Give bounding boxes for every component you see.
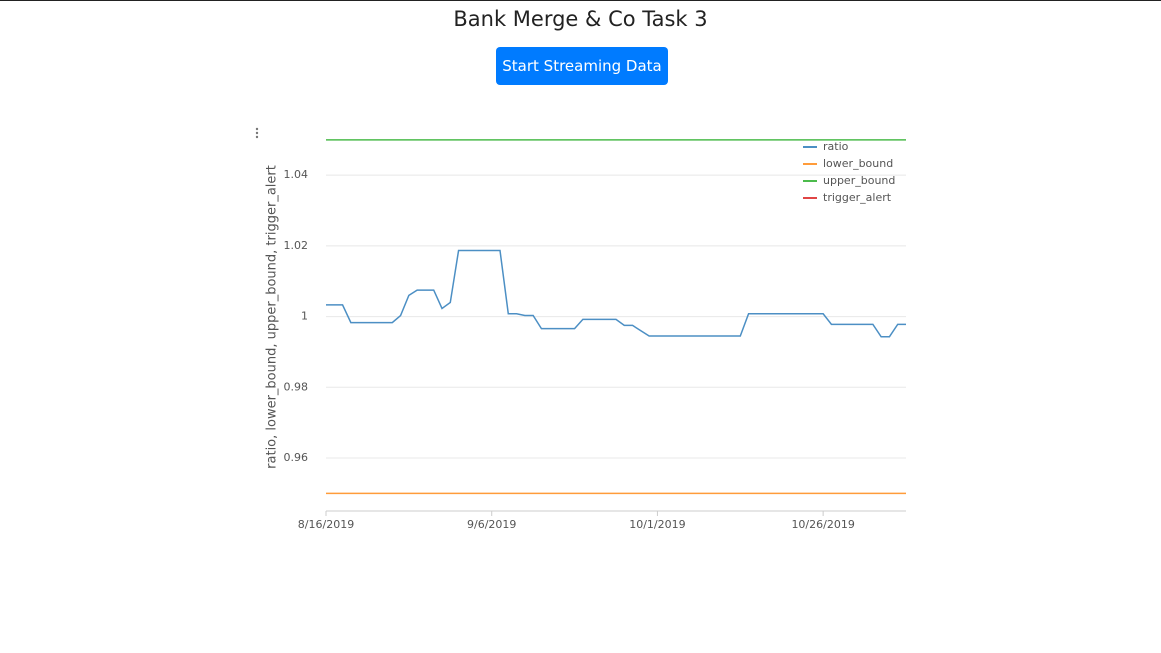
legend-label: ratio (823, 140, 849, 153)
legend-label: upper_bound (823, 174, 895, 187)
menu-icon[interactable] (255, 127, 259, 139)
y-tick-label: 1 (301, 310, 308, 323)
legend-label: lower_bound (823, 157, 893, 170)
y-tick-label: 0.98 (284, 380, 309, 393)
x-tick-label: 10/1/2019 (629, 518, 685, 531)
y-tick-label: 1.04 (284, 168, 309, 181)
y-tick-label: 0.96 (284, 451, 309, 464)
x-tick-label: 9/6/2019 (467, 518, 516, 531)
x-tick-label: 8/16/2019 (298, 518, 354, 531)
start-streaming-button[interactable]: Start Streaming Data (496, 47, 668, 85)
y-axis-label: ratio, lower_bound, upper_bound, trigger… (265, 165, 280, 469)
page-title: Bank Merge & Co Task 3 (453, 7, 708, 31)
y-tick-label: 1.02 (284, 239, 309, 252)
series-line (326, 249, 906, 338)
legend-label: trigger_alert (823, 191, 892, 204)
x-tick-label: 10/26/2019 (791, 518, 854, 531)
